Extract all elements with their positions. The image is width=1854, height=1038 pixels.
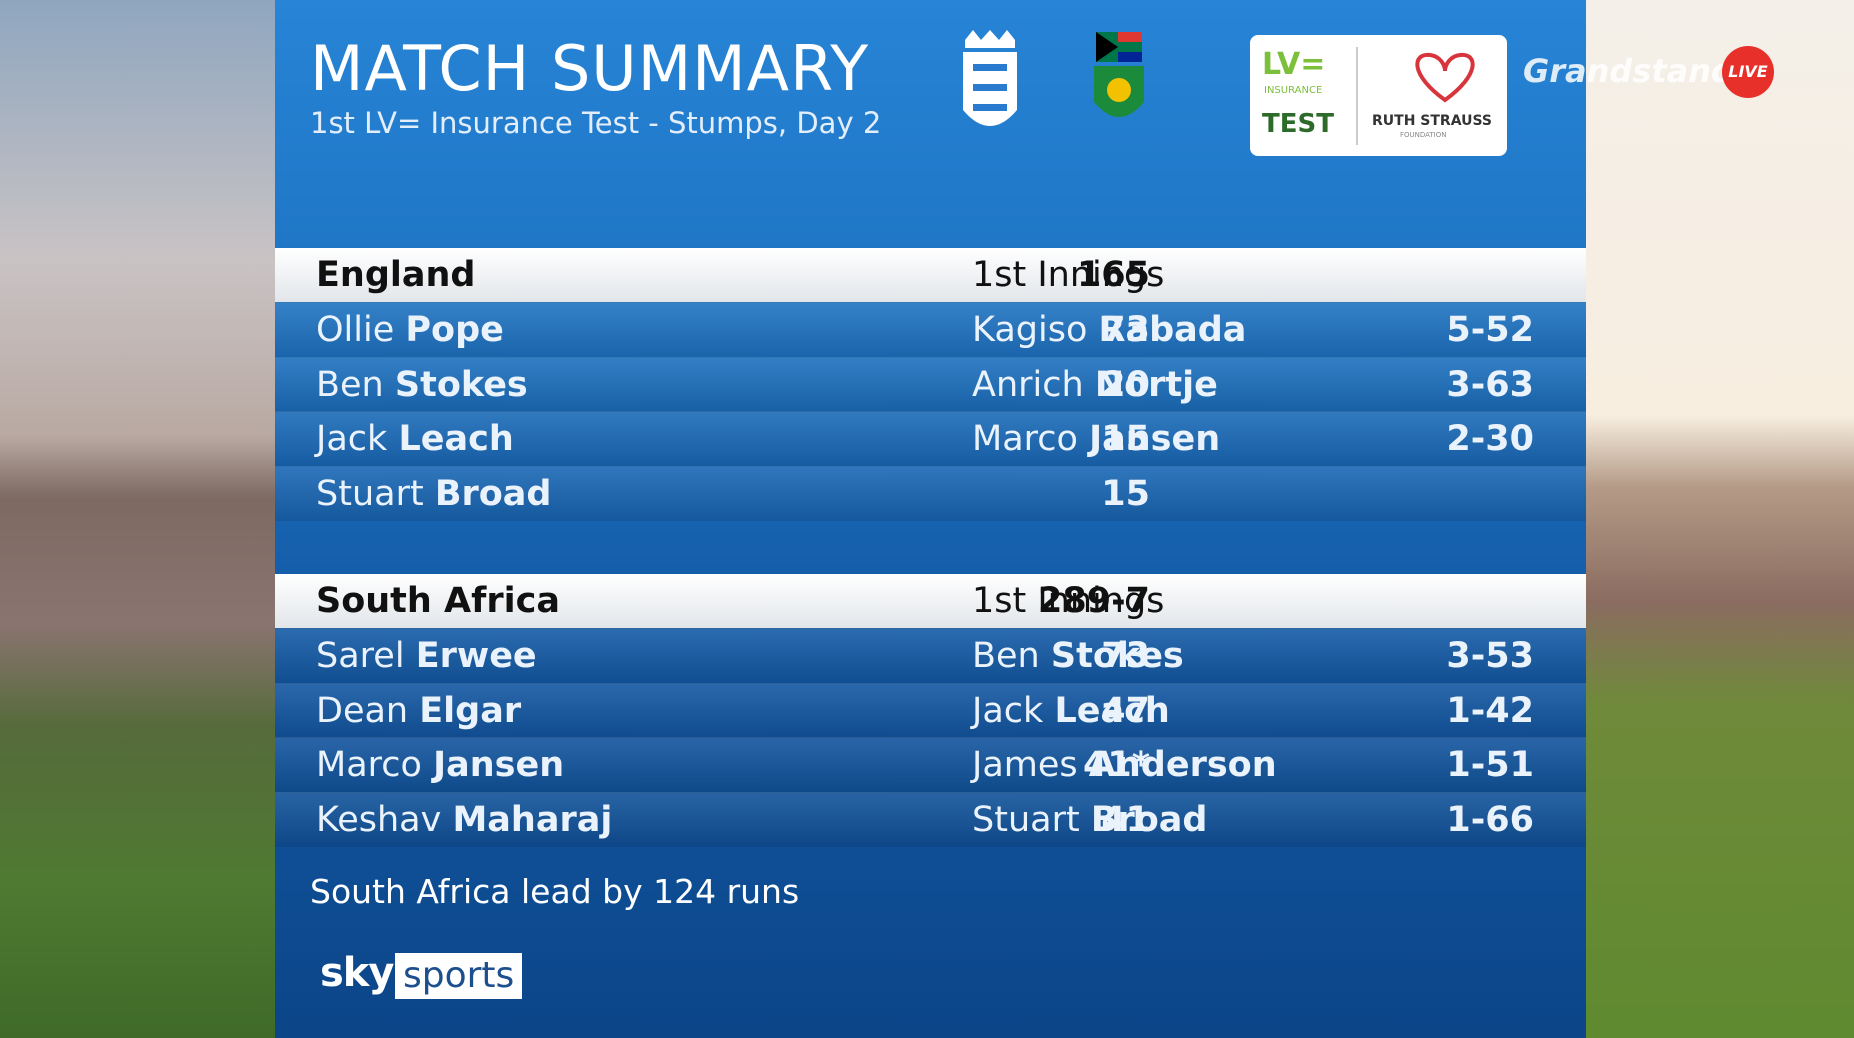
- team-score: 289-7: [1038, 581, 1150, 621]
- batter-name: Dean Elgar: [316, 684, 521, 738]
- first-name: Jack: [316, 419, 388, 460]
- bowler-name: Ben Stokes: [972, 629, 1184, 683]
- live-badge: LIVE: [1722, 46, 1774, 98]
- first-name: Keshav: [316, 799, 442, 840]
- first-name: Marco: [316, 745, 422, 786]
- player-row: Marco Jansen 41* James Anderson 1-51: [275, 737, 1586, 793]
- divider: [1356, 47, 1358, 145]
- last-name: Elgar: [419, 690, 522, 731]
- batter-runs: 73: [1101, 636, 1150, 677]
- first-name: Stuart: [972, 799, 1080, 840]
- first-name: Jack: [972, 690, 1044, 731]
- bowler-figures: 1-42: [1446, 690, 1534, 731]
- last-name: Stokes: [1050, 636, 1184, 677]
- first-name: Anrich: [972, 364, 1084, 405]
- sponsor-line2: TEST: [1262, 109, 1334, 139]
- player-row: Sarel Erwee 73 Ben Stokes 3-53: [275, 628, 1586, 684]
- sponsor-line1: INSURANCE: [1264, 85, 1323, 96]
- sports-logo: sports: [395, 953, 523, 999]
- batter-runs: 15: [1101, 473, 1150, 514]
- first-name: Ben: [972, 636, 1040, 677]
- batter-name: Sarel Erwee: [316, 629, 537, 683]
- team-name: England: [316, 255, 476, 295]
- last-name: Anderson: [1088, 745, 1277, 786]
- last-name: Leach: [1054, 690, 1170, 731]
- first-name: Kagiso: [972, 310, 1088, 351]
- summary-panel: [275, 0, 1586, 1038]
- last-name: Maharaj: [452, 799, 613, 840]
- first-name: Dean: [316, 690, 409, 731]
- last-name: Jansen: [433, 745, 565, 786]
- bowler-figures: 1-51: [1446, 745, 1534, 786]
- first-name: Ollie: [316, 310, 395, 351]
- innings-label: 1st Innings: [972, 581, 1165, 621]
- last-name: Rabada: [1098, 310, 1247, 351]
- team-row: South Africa 289-7 1st Innings: [275, 574, 1586, 628]
- sponsor-box: LV= INSURANCE TEST RUTH STRAUSS FOUNDATI…: [1250, 35, 1507, 156]
- player-row: Keshav Maharaj 41 Stuart Broad 1-66: [275, 791, 1586, 847]
- batter-runs: 41*: [1082, 745, 1150, 786]
- england-crest: [963, 30, 1017, 126]
- bowler-figures: 1-66: [1446, 799, 1534, 840]
- bowler-figures: 3-53: [1446, 636, 1534, 677]
- batter-name: Ollie Pope: [316, 303, 504, 357]
- bowler-name: Stuart Broad: [972, 793, 1207, 847]
- player-row: Ollie Pope 73 Kagiso Rabada 5-52: [275, 302, 1586, 358]
- title: MATCH SUMMARY: [310, 32, 870, 105]
- charity-sub: FOUNDATION: [1400, 131, 1447, 139]
- batter-runs: 15: [1101, 419, 1150, 460]
- last-name: Leach: [398, 419, 514, 460]
- bowler-name: Marco Jansen: [972, 412, 1220, 466]
- player-row: Jack Leach 15 Marco Jansen 2-30: [275, 411, 1586, 467]
- batter-name: Marco Jansen: [316, 738, 564, 792]
- bowler-figures: 3-63: [1446, 364, 1534, 405]
- team-row: England 165 1st Innings: [275, 248, 1586, 302]
- first-name: Ben: [316, 364, 384, 405]
- innings-label: 1st Innings: [972, 255, 1165, 295]
- stadium-right: [1586, 0, 1854, 1038]
- sponsor-brand: LV=: [1262, 47, 1326, 82]
- batter-name: Ben Stokes: [316, 358, 528, 412]
- team-score: 165: [1076, 255, 1150, 295]
- sky-logo: sky: [320, 950, 394, 996]
- last-name: Broad: [1090, 799, 1208, 840]
- first-name: Marco: [972, 419, 1078, 460]
- batter-name: Jack Leach: [316, 412, 514, 466]
- player-row: Stuart Broad 15: [275, 465, 1586, 521]
- batter-runs: 47: [1101, 690, 1150, 731]
- first-name: Stuart: [316, 473, 424, 514]
- subtitle: 1st LV= Insurance Test - Stumps, Day 2: [310, 106, 882, 140]
- player-row: Ben Stokes 20 Anrich Nortje 3-63: [275, 356, 1586, 412]
- charity-logo: [1415, 52, 1475, 103]
- bowler-figures: 2-30: [1446, 419, 1534, 460]
- batter-name: Keshav Maharaj: [316, 793, 612, 847]
- bowler-figures: 5-52: [1446, 310, 1534, 351]
- last-name: Jansen: [1089, 419, 1221, 460]
- last-name: Broad: [434, 473, 552, 514]
- channel-name: Grandstand: [1523, 52, 1734, 90]
- batter-runs: 20: [1101, 364, 1150, 405]
- last-name: Stokes: [394, 364, 528, 405]
- first-name: James: [972, 745, 1078, 786]
- bowler-name: Anrich Nortje: [972, 358, 1218, 412]
- south-africa-crest: [1094, 32, 1144, 117]
- match-note: South Africa lead by 124 runs: [310, 872, 800, 911]
- first-name: Sarel: [316, 636, 405, 677]
- last-name: Erwee: [415, 636, 537, 677]
- bowler-name: Jack Leach: [972, 684, 1170, 738]
- team-name: South Africa: [316, 581, 560, 621]
- bowler-name: Kagiso Rabada: [972, 303, 1246, 357]
- batter-runs: 41: [1101, 799, 1150, 840]
- charity-name: RUTH STRAUSS: [1372, 113, 1493, 129]
- player-row: Dean Elgar 47 Jack Leach 1-42: [275, 682, 1586, 738]
- last-name: Nortje: [1094, 364, 1218, 405]
- batter-name: Stuart Broad: [316, 467, 551, 521]
- bowler-name: James Anderson: [972, 738, 1277, 792]
- last-name: Pope: [405, 310, 504, 351]
- batter-runs: 73: [1101, 310, 1150, 351]
